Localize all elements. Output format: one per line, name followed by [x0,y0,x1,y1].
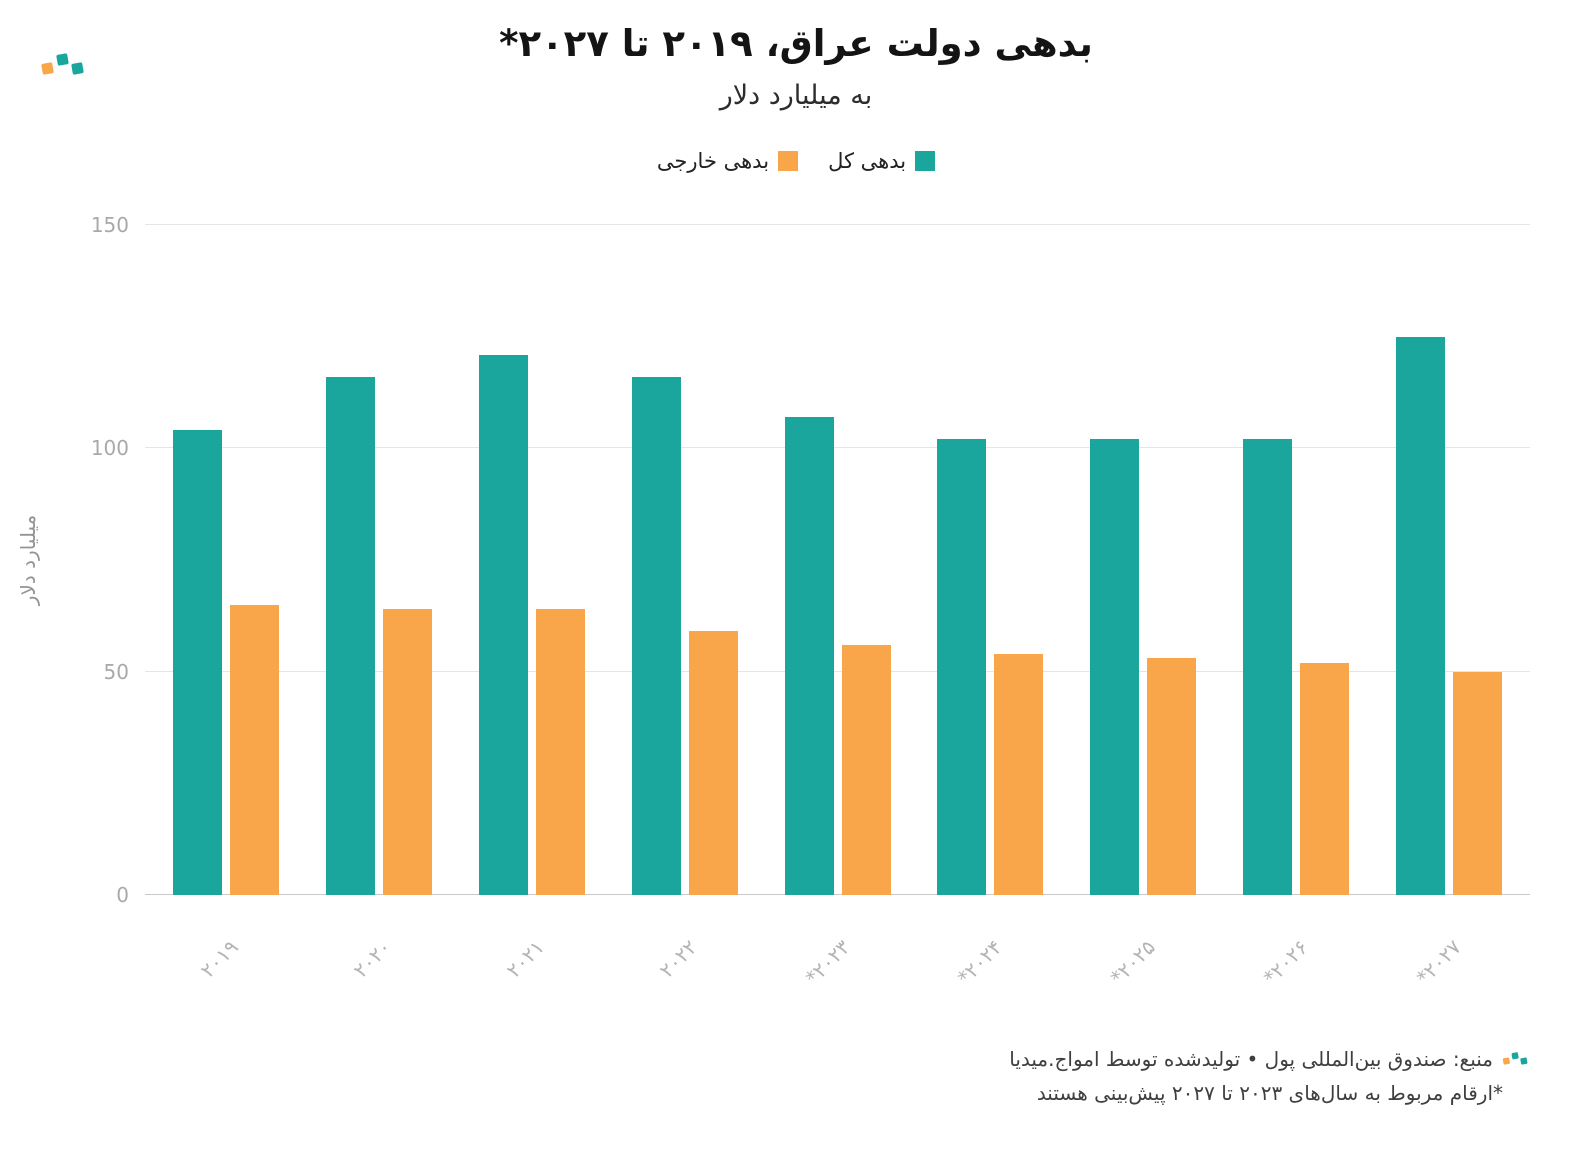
chart-subtitle: به میلیارد دلار [719,80,873,111]
bar-group-2: ۲۰۲۰ [325,225,432,982]
bar-3 [478,354,528,895]
bar-7 [1090,439,1140,895]
x-axis-label: ۲۰۲۴* [952,935,1008,990]
y-axis-title: میلیارد دلار [16,514,40,606]
legend: بدهی کل بدهی خارجی [0,149,1592,173]
bar-group-4: ۲۰۲۲ [631,225,738,982]
legend-item: بدهی خارجی [656,149,799,173]
bar-group-6: ۲۰۲۴* [937,225,1044,989]
bar-5 [784,417,834,895]
bar-9 [1453,671,1502,895]
x-axis-label: ۲۰۲۶* [1258,935,1314,990]
legend-label: بدهی خارجی [656,149,770,173]
x-axis-label: ۲۰۲۰ [348,935,396,983]
footer-source-text: منبع: صندوق بین‌المللی پول • تولیدشده تو… [1009,1047,1493,1071]
gridline-100 [145,447,1530,449]
x-axis-label: ۲۰۲۷* [1411,935,1466,990]
y-tick-label: 150 [90,213,129,237]
bar-2 [325,376,375,895]
legend-swatch-icon [778,151,799,171]
x-axis-label: ۲۰۲۳* [800,935,855,990]
chart-title: بدهی دولت عراق، ۲۰۱۹ تا ۲۰۲۷* [499,22,1093,65]
plot-area: ۲۰۱۹ ۲۰۲۰ ۲۰۲۱ ۲۰۲۲ ۲۰۲۳* ۲۰۲۴* ۲۰۲۵* ۲۰۲۶* ۲۰۲۷… [91,213,1530,989]
bar-4 [631,376,681,895]
amwaj-media-footer-logo-icon [1502,1052,1528,1065]
gridline-50 [145,670,1530,672]
bar-8 [1300,662,1350,895]
bar-6 [937,439,987,895]
y-tick-label: 0 [116,883,129,907]
legend-label: بدهی کل [828,149,907,173]
bar-1 [173,430,222,895]
bar-group-1: ۲۰۱۹ [173,225,279,982]
legend-item: بدهی کل [828,149,936,173]
x-axis-label: ۲۰۲۱ [501,935,549,983]
bar-2 [382,609,432,895]
footer: منبع: صندوق بین‌المللی پول • تولیدشده تو… [1009,1042,1530,1110]
bar-7 [1147,658,1197,895]
bar-group-8: ۲۰۲۶* [1243,225,1350,989]
bar-6 [994,653,1044,895]
gridline-0 [145,894,1530,895]
x-axis-label: ۲۰۱۹ [195,935,243,983]
bar-1 [230,604,279,895]
bar-group-3: ۲۰۲۱ [478,225,585,982]
y-tick-label: 100 [90,436,129,461]
legend-swatch-icon [915,151,936,171]
x-axis-label: ۲۰۲۵* [1105,935,1161,990]
bars: ۲۰۱۹ ۲۰۲۰ ۲۰۲۱ ۲۰۲۲ ۲۰۲۳* ۲۰۲۴* ۲۰۲۵* ۲۰۲۶* ۲۰۲۷… [145,225,1530,989]
bar-4 [688,631,738,895]
bar-8 [1243,439,1293,895]
bar-5 [841,644,891,895]
footer-note-text: *ارقام مربوط به سال‌های ۲۰۲۳ تا ۲۰۲۷ پیش… [1036,1081,1503,1105]
bar-group-5: ۲۰۲۳* [784,225,891,989]
bar-group-9: ۲۰۲۷* [1396,225,1502,989]
bar-3 [535,609,585,895]
y-tick-label: 50 [103,659,129,684]
bar-9 [1396,336,1445,895]
amwaj-media-logo-icon [41,53,84,75]
gridline-150 [145,224,1530,225]
x-axis-label: ۲۰۲۲ [654,935,702,983]
footer-source-line: منبع: صندوق بین‌المللی پول • تولیدشده تو… [1009,1042,1530,1076]
bar-group-7: ۲۰۲۵* [1090,225,1197,989]
amwaj-media-logo [40,50,88,84]
